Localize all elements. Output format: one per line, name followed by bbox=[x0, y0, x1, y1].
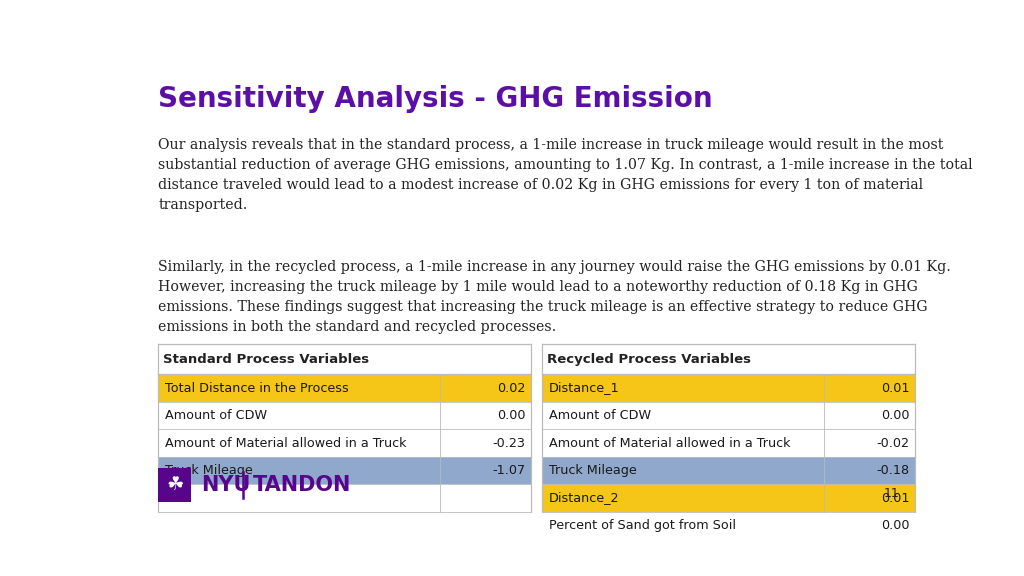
Bar bbox=[158, 402, 440, 429]
Bar bbox=[824, 457, 915, 484]
Text: NYU: NYU bbox=[201, 475, 251, 495]
Text: Amount of Material allowed in a Truck: Amount of Material allowed in a Truck bbox=[165, 437, 406, 449]
Text: 0.00: 0.00 bbox=[882, 409, 909, 422]
Text: Sensitivity Analysis - GHG Emission: Sensitivity Analysis - GHG Emission bbox=[158, 85, 713, 113]
Text: Truck Mileage: Truck Mileage bbox=[549, 464, 636, 477]
Bar bbox=[543, 511, 824, 539]
Text: -0.02: -0.02 bbox=[877, 437, 909, 449]
Bar bbox=[158, 468, 191, 502]
Bar bbox=[824, 511, 915, 539]
Text: -1.07: -1.07 bbox=[493, 464, 525, 477]
Text: Percent of Sand got from Soil: Percent of Sand got from Soil bbox=[549, 519, 735, 532]
Text: Our analysis reveals that in the standard process, a 1-mile increase in truck mi: Our analysis reveals that in the standar… bbox=[158, 138, 973, 212]
Text: Amount of Material allowed in a Truck: Amount of Material allowed in a Truck bbox=[549, 437, 791, 449]
Text: Distance_1: Distance_1 bbox=[549, 381, 620, 395]
Bar bbox=[440, 484, 531, 511]
Bar bbox=[440, 511, 531, 539]
Bar bbox=[543, 374, 824, 402]
Bar bbox=[158, 429, 440, 457]
Text: Total Distance in the Process: Total Distance in the Process bbox=[165, 381, 348, 395]
Bar bbox=[440, 374, 531, 402]
Bar bbox=[543, 402, 824, 429]
Bar bbox=[158, 484, 440, 511]
Bar bbox=[543, 429, 824, 457]
Bar bbox=[824, 402, 915, 429]
Text: Distance_2: Distance_2 bbox=[549, 491, 620, 505]
Bar bbox=[158, 344, 531, 374]
Text: Truck Mileage: Truck Mileage bbox=[165, 464, 252, 477]
Text: Recycled Process Variables: Recycled Process Variables bbox=[547, 353, 751, 366]
Text: TANDON: TANDON bbox=[253, 475, 351, 495]
Bar bbox=[824, 374, 915, 402]
Bar bbox=[824, 484, 915, 511]
Text: -0.23: -0.23 bbox=[493, 437, 525, 449]
Text: Standard Process Variables: Standard Process Variables bbox=[163, 353, 369, 366]
Text: 0.00: 0.00 bbox=[497, 409, 525, 422]
Bar bbox=[158, 374, 440, 402]
Text: 11: 11 bbox=[884, 487, 899, 500]
Bar bbox=[158, 511, 440, 539]
Bar bbox=[440, 429, 531, 457]
Text: 0.01: 0.01 bbox=[882, 491, 909, 505]
Bar bbox=[440, 402, 531, 429]
Bar bbox=[824, 429, 915, 457]
Text: -0.18: -0.18 bbox=[877, 464, 909, 477]
Text: Amount of CDW: Amount of CDW bbox=[165, 409, 266, 422]
Text: ☘: ☘ bbox=[166, 475, 183, 494]
Bar bbox=[543, 484, 824, 511]
Text: Similarly, in the recycled process, a 1-mile increase in any journey would raise: Similarly, in the recycled process, a 1-… bbox=[158, 260, 951, 334]
Text: 0.00: 0.00 bbox=[882, 519, 909, 532]
Bar bbox=[440, 457, 531, 484]
Bar bbox=[543, 457, 824, 484]
Text: 0.02: 0.02 bbox=[498, 381, 525, 395]
Text: Amount of CDW: Amount of CDW bbox=[549, 409, 650, 422]
Text: 0.01: 0.01 bbox=[882, 381, 909, 395]
Bar bbox=[158, 457, 440, 484]
Bar bbox=[543, 344, 915, 374]
